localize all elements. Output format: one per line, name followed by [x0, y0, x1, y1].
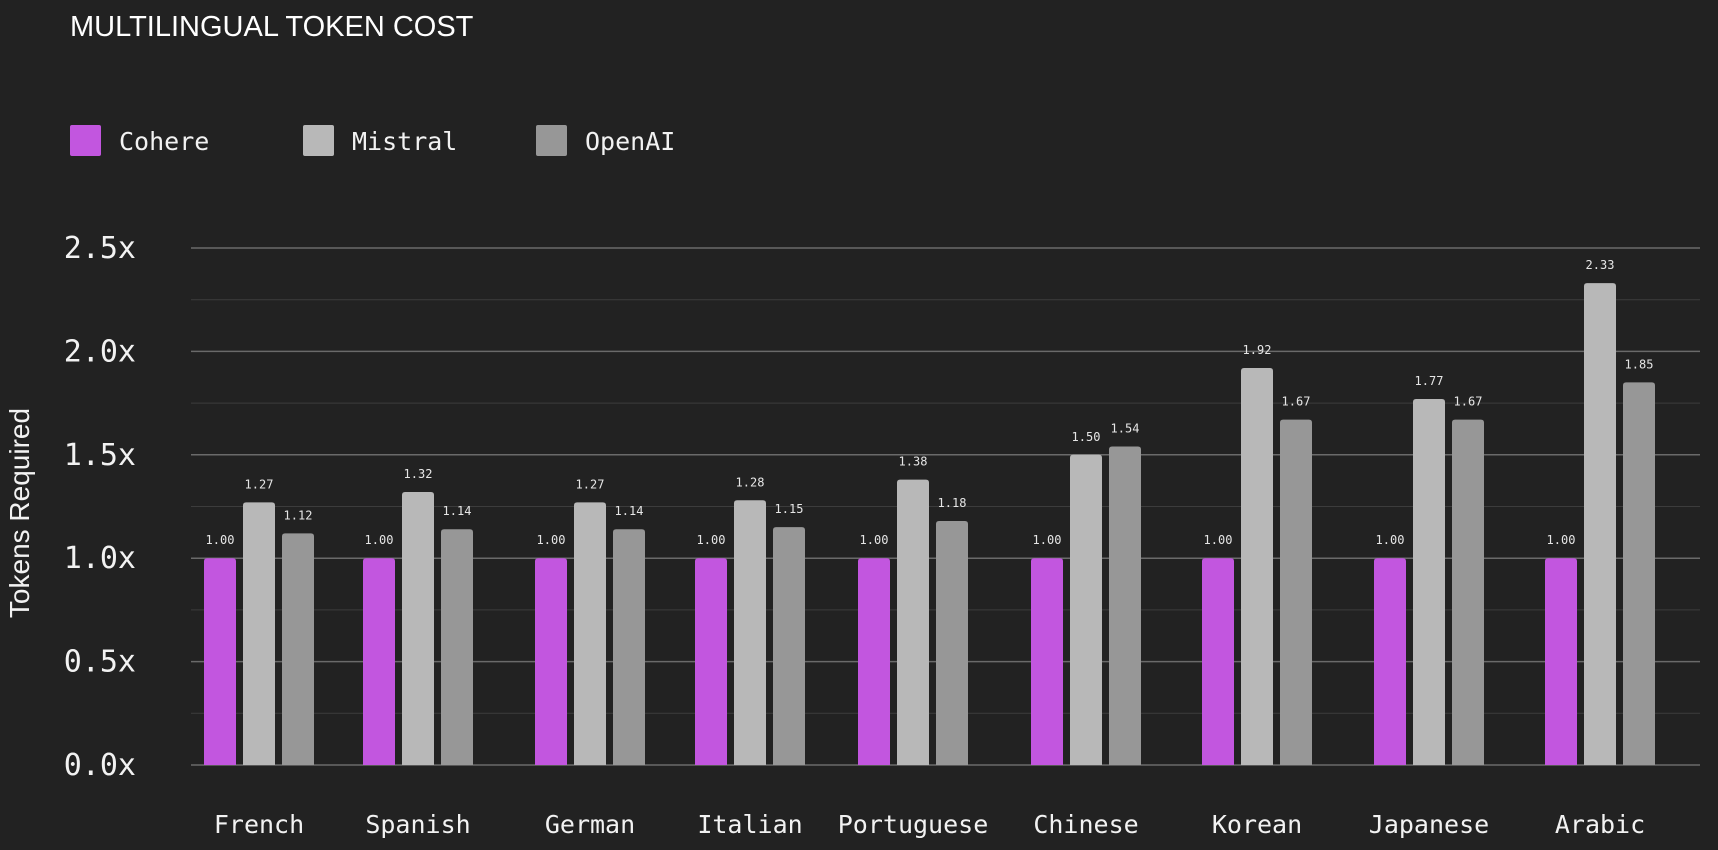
- y-tick-label: 2.5x: [64, 231, 136, 266]
- x-tick-label: Arabic: [1555, 810, 1645, 839]
- bar: [574, 502, 606, 765]
- bar-value-label: 1.77: [1415, 374, 1444, 388]
- legend-item: OpenAI: [536, 125, 675, 156]
- x-tick-label: Spanish: [365, 810, 470, 839]
- legend-label: Cohere: [119, 127, 209, 156]
- bar-value-label: 2.33: [1586, 258, 1615, 272]
- y-tick-label: 0.5x: [64, 645, 136, 680]
- bar-value-label: 1.67: [1282, 395, 1311, 409]
- bar-value-label: 1.00: [365, 533, 394, 547]
- bar-value-label: 1.00: [860, 533, 889, 547]
- bar: [1109, 446, 1141, 765]
- y-tick-label: 1.0x: [64, 541, 136, 576]
- bar: [1070, 454, 1102, 765]
- bar-value-label: 1.14: [443, 504, 472, 518]
- bar: [858, 558, 890, 765]
- legend-item: Cohere: [70, 125, 209, 156]
- bar: [1545, 558, 1577, 765]
- y-tick-label: 2.0x: [64, 334, 136, 369]
- bars: [204, 283, 1655, 765]
- legend-label: OpenAI: [585, 127, 675, 156]
- bar-value-label: 1.32: [404, 467, 433, 481]
- bar: [363, 558, 395, 765]
- y-tick-label: 1.5x: [64, 438, 136, 473]
- bar-value-label: 1.00: [1033, 533, 1062, 547]
- bar: [897, 479, 929, 765]
- bar: [734, 500, 766, 765]
- bar: [1584, 283, 1616, 765]
- bar-value-label: 1.50: [1072, 430, 1101, 444]
- bar: [441, 529, 473, 765]
- bar: [402, 492, 434, 765]
- y-tick-label: 0.0x: [64, 748, 136, 783]
- bar-value-label: 1.00: [206, 533, 235, 547]
- legend: Cohere Mistral OpenAI: [70, 125, 675, 156]
- x-tick-label: Japanese: [1369, 810, 1489, 839]
- bar: [1241, 367, 1273, 765]
- bar-value-label: 1.27: [576, 477, 605, 491]
- x-axis-ticks: French Spanish German Italian Portuguese Chin…: [214, 810, 1645, 839]
- x-tick-label: German: [545, 810, 635, 839]
- x-tick-label: Chinese: [1033, 810, 1138, 839]
- bar-value-label: 1.85: [1625, 357, 1654, 371]
- bar: [1031, 558, 1063, 765]
- x-tick-label: Portuguese: [838, 810, 989, 839]
- bar-value-label: 1.92: [1243, 343, 1272, 357]
- bar: [613, 529, 645, 765]
- bar: [936, 520, 968, 765]
- bar: [535, 558, 567, 765]
- x-tick-label: French: [214, 810, 304, 839]
- value-labels: 1.00 1.27 1.12 1.00 1.32 1.14 1.00 1.27 1.14 1.00…: [206, 258, 1654, 547]
- bar: [1374, 558, 1406, 765]
- legend-item: Mistral: [303, 125, 457, 156]
- bar-value-label: 1.27: [245, 477, 274, 491]
- y-axis-label: Tokens Required: [4, 408, 35, 618]
- bar: [282, 533, 314, 765]
- bar-value-label: 1.15: [775, 502, 804, 516]
- bar: [1202, 558, 1234, 765]
- bar: [243, 502, 275, 765]
- bar-value-label: 1.00: [1204, 533, 1233, 547]
- chart-title: MULTILINGUAL TOKEN COST: [70, 11, 474, 43]
- legend-swatch: [536, 125, 567, 156]
- x-tick-label: Italian: [697, 810, 802, 839]
- legend-label: Mistral: [352, 127, 457, 156]
- bar: [1280, 419, 1312, 765]
- bar: [695, 558, 727, 765]
- bar: [773, 527, 805, 765]
- bar-value-label: 1.38: [899, 455, 928, 469]
- bar: [1623, 382, 1655, 765]
- bar-value-label: 1.00: [1547, 533, 1576, 547]
- bar-value-label: 1.00: [1376, 533, 1405, 547]
- y-axis-ticks: 0.0x 0.5x 1.0x 1.5x 2.0x 2.5x: [64, 231, 136, 783]
- legend-swatch: [303, 125, 334, 156]
- bar-value-label: 1.28: [736, 475, 765, 489]
- bar-value-label: 1.67: [1454, 395, 1483, 409]
- bar: [1452, 419, 1484, 765]
- bar-value-label: 1.12: [284, 508, 313, 522]
- bar: [204, 558, 236, 765]
- bar-value-label: 1.00: [537, 533, 566, 547]
- legend-swatch: [70, 125, 101, 156]
- bar-value-label: 1.00: [697, 533, 726, 547]
- bar-value-label: 1.18: [938, 496, 967, 510]
- bar-value-label: 1.14: [615, 504, 644, 518]
- bar: [1413, 398, 1445, 765]
- x-tick-label: Korean: [1212, 810, 1302, 839]
- bar-value-label: 1.54: [1111, 422, 1140, 436]
